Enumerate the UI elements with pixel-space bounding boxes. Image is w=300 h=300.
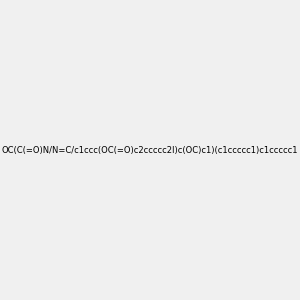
Text: OC(C(=O)N/N=C/c1ccc(OC(=O)c2ccccc2I)c(OC)c1)(c1ccccc1)c1ccccc1: OC(C(=O)N/N=C/c1ccc(OC(=O)c2ccccc2I)c(OC…: [2, 146, 298, 154]
